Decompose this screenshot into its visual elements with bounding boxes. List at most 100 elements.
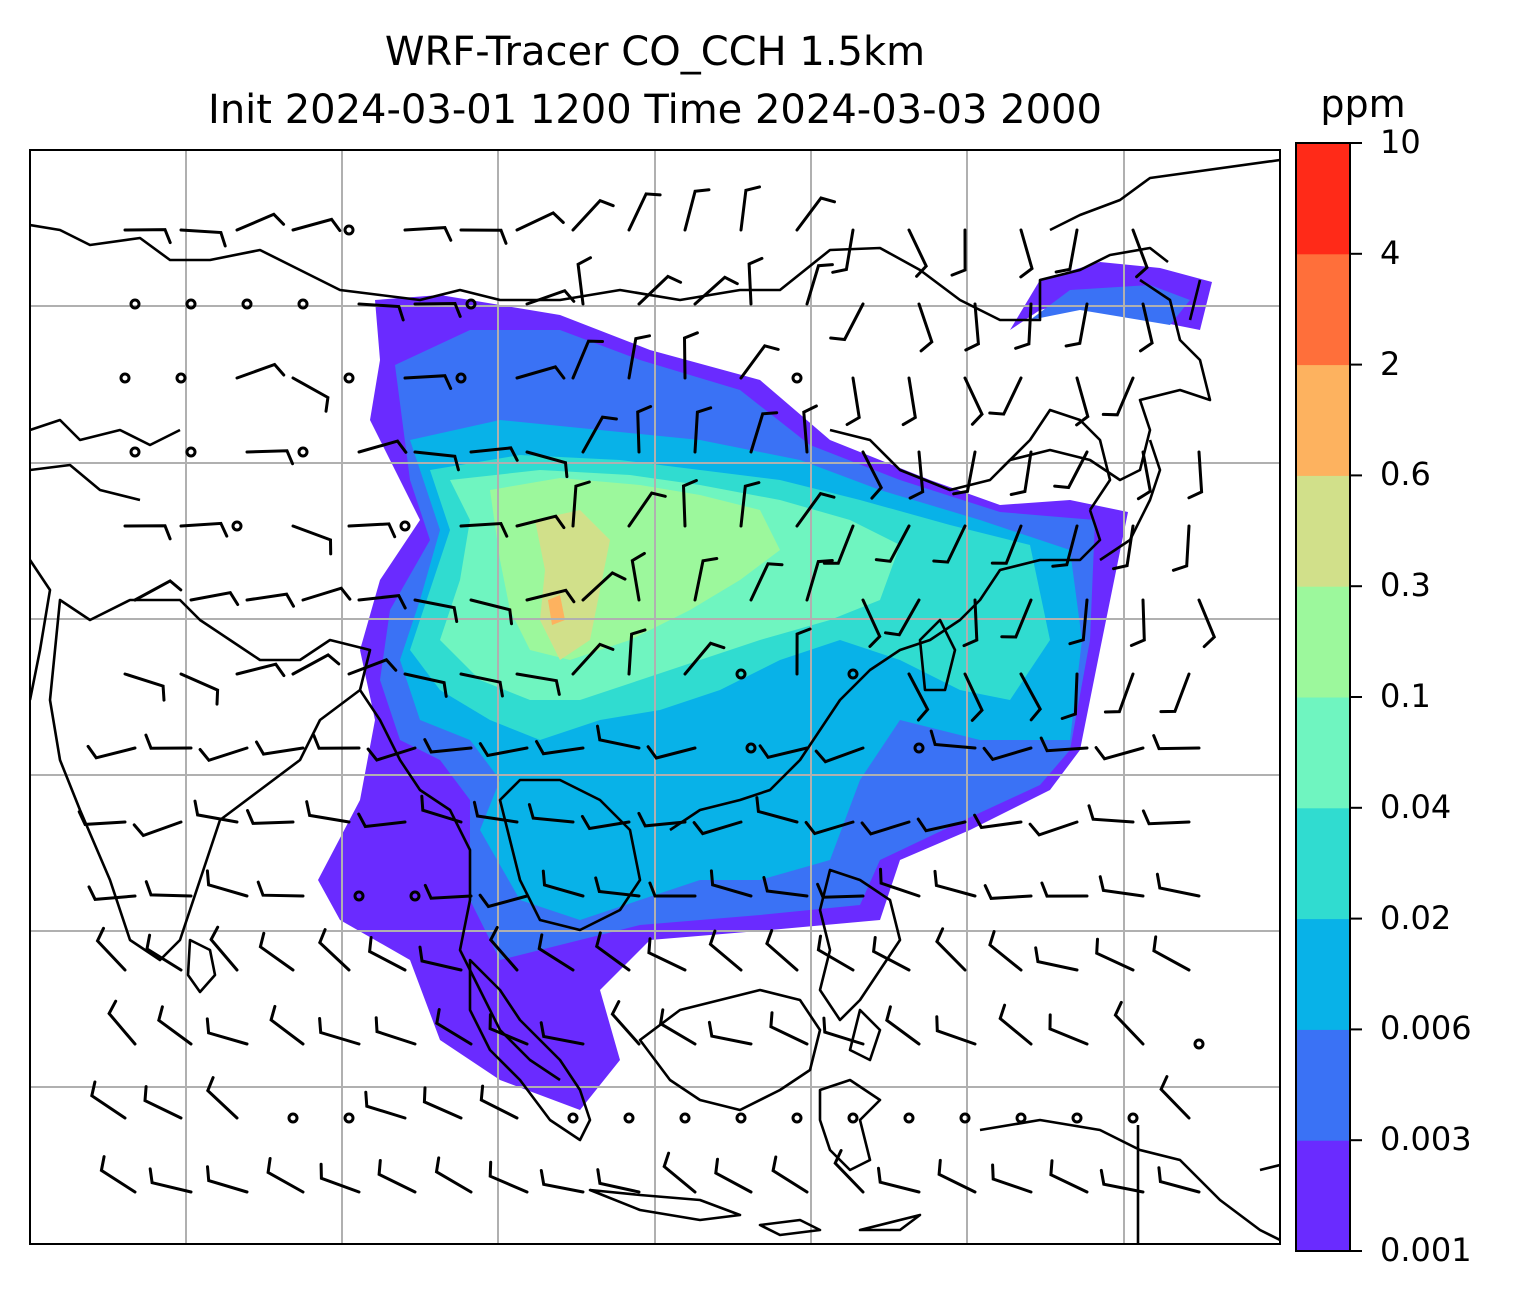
wind-barb: [805, 263, 834, 306]
calm-wind-marker: [567, 1112, 579, 1124]
wind-barb: [347, 522, 397, 539]
wind-barb: [413, 598, 459, 623]
wind-barb: [739, 481, 761, 528]
wind-barb: [681, 479, 698, 528]
wind-barbs: [77, 185, 1217, 1194]
wind-barb: [988, 930, 1023, 972]
wind-barb: [1157, 1166, 1201, 1194]
wind-barb: [403, 374, 453, 390]
colorbar-tick-label: 0.006: [1380, 1009, 1472, 1048]
wind-barb: [816, 934, 855, 972]
wind-barb: [1139, 302, 1154, 353]
coastlines: [30, 158, 1280, 1244]
wind-barb: [1099, 1168, 1145, 1194]
wind-barb: [571, 480, 591, 528]
wind-barb: [364, 1090, 407, 1120]
wind-barb: [1159, 672, 1191, 714]
wind-barb: [99, 1155, 137, 1194]
wind-barb: [435, 1008, 473, 1046]
wind-barb: [357, 812, 407, 829]
wind-barb: [814, 746, 865, 764]
colorbar-segment: [1296, 253, 1350, 366]
wind-barb: [571, 642, 615, 676]
wind-barb: [305, 800, 351, 824]
calm-wind-marker: [455, 372, 467, 384]
calm-wind-marker: [1193, 1038, 1205, 1050]
wind-barb: [357, 593, 407, 610]
colorbar-segment: [1296, 143, 1350, 255]
wind-barb: [459, 521, 509, 538]
wind-barb: [148, 1167, 193, 1194]
wind-barb: [357, 439, 408, 454]
colorbar-tick-label: 0.1: [1380, 677, 1431, 715]
calm-wind-marker: [623, 1112, 635, 1124]
calm-wind-marker: [185, 446, 197, 458]
calm-wind-marker: [735, 1112, 747, 1124]
calm-wind-marker: [343, 224, 355, 236]
wind-barb: [1049, 1159, 1089, 1194]
wind-barb: [998, 1003, 1033, 1046]
colorbar-tick-label: 2: [1380, 344, 1401, 383]
wind-barb: [515, 211, 565, 232]
calm-wind-marker: [399, 520, 411, 532]
wind-barb: [901, 376, 917, 427]
colorbar-segment: [1296, 807, 1350, 920]
wind-barb: [374, 1016, 417, 1046]
wind-barb: [1152, 734, 1201, 751]
wind-barb: [708, 929, 743, 972]
map-gridlines: [30, 150, 1280, 1244]
wind-barb: [932, 524, 967, 564]
wind-barb: [478, 893, 529, 909]
wind-barb: [805, 559, 834, 602]
calm-wind-marker: [297, 298, 309, 310]
calm-wind-marker: [231, 520, 243, 532]
coastline-sulawesi: [818, 1078, 882, 1172]
wind-barb: [1000, 598, 1033, 639]
wind-barb: [795, 627, 812, 676]
calm-wind-marker: [847, 1112, 859, 1124]
wind-barb: [683, 188, 711, 232]
wind-barb: [403, 226, 453, 242]
wind-barb: [1064, 302, 1089, 348]
wind-barb: [434, 1156, 473, 1194]
wind-barb: [472, 800, 519, 824]
wind-barb: [459, 228, 508, 245]
wind-barb: [885, 1005, 921, 1046]
wind-barb: [952, 450, 977, 496]
wind-barb: [123, 228, 172, 245]
calm-wind-marker: [1127, 1112, 1139, 1124]
wind-barb: [206, 1076, 239, 1120]
calm-wind-marker: [287, 1112, 299, 1124]
wind-barb: [576, 256, 592, 306]
colorbar-tick-label: 0.003: [1380, 1120, 1472, 1159]
wind-barb: [861, 450, 884, 500]
wind-barb: [515, 672, 561, 696]
wind-barb: [527, 803, 575, 824]
coastline-malay: [468, 958, 592, 1142]
wind-barb: [269, 1004, 305, 1046]
wind-barb: [347, 658, 398, 676]
wind-barb: [693, 406, 713, 454]
wind-barb: [413, 450, 460, 472]
wind-barb: [422, 1086, 463, 1120]
wind-barb: [1159, 1075, 1191, 1120]
wind-barb: [541, 869, 585, 898]
wind-barb: [627, 628, 647, 676]
colorbar-segment: [1296, 364, 1350, 476]
wind-barb: [413, 301, 462, 318]
coastline-java: [588, 1188, 922, 1237]
wind-barb: [525, 288, 576, 306]
wind-barb: [1060, 672, 1079, 720]
wind-barb: [747, 256, 764, 306]
wind-barb: [636, 405, 653, 454]
calm-wind-marker: [343, 1112, 355, 1124]
wind-barb: [988, 376, 1023, 416]
wind-barb: [86, 744, 137, 760]
wind-barb: [318, 928, 351, 972]
wind-barb: [714, 1157, 753, 1194]
wind-barb: [845, 376, 861, 426]
wind-barb: [1098, 875, 1145, 898]
calm-wind-marker: [297, 446, 309, 458]
wind-barb: [189, 591, 240, 606]
wind-barb: [795, 196, 836, 232]
